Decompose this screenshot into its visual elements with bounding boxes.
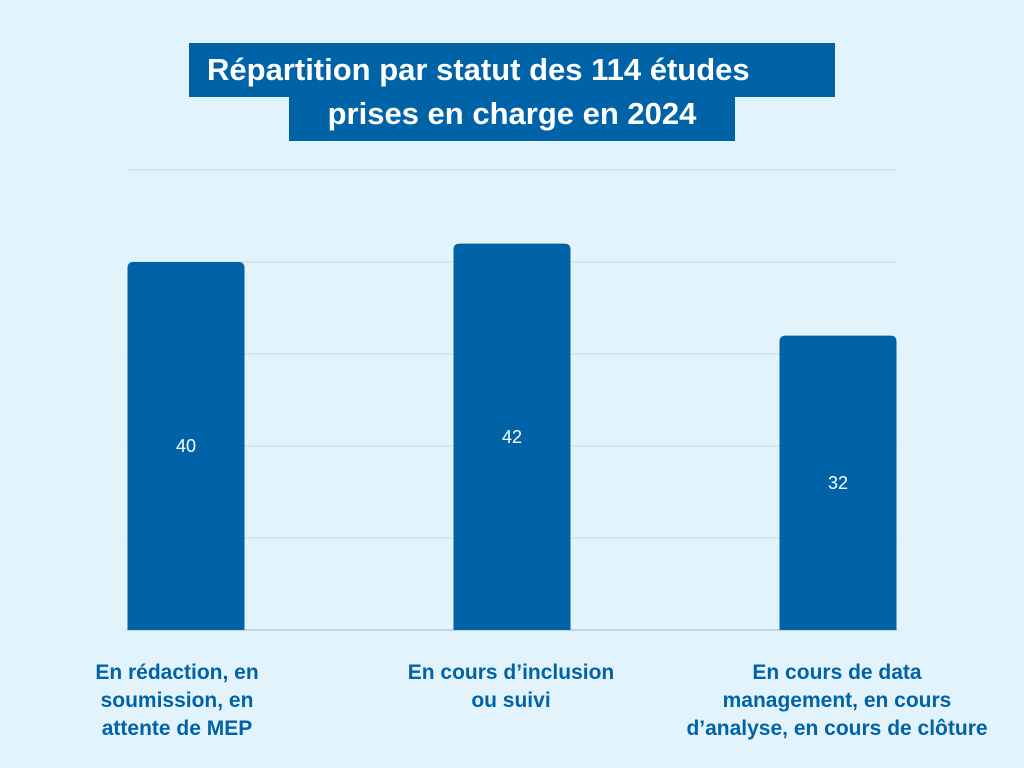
bar [453,243,571,630]
category-label-line: soumission, en [100,689,254,712]
category-label: En rédaction, en soumission, en attente de… [12,659,342,743]
category-label-line: En rédaction, en [95,661,259,684]
category-label-line: En cours d’inclusion [407,661,615,684]
category-label: En cours d’inclusion ou suivi [346,659,676,715]
bar-value-label: 32 [828,473,848,493]
bar-value-label: 40 [176,436,196,456]
bar [127,262,245,630]
category-label-line: d’analyse, en cours de clôture [686,717,988,740]
category-label-line: attente de MEP [101,717,253,740]
category-label-line: En cours de data [752,661,922,684]
category-label: En cours de data management, en cours d’an… [650,659,1024,743]
bars [127,243,897,630]
category-label-line: ou suivi [471,689,551,712]
bar-value-label: 42 [502,427,522,447]
chart-title-line-2: prises en charge en 2024 [289,87,735,141]
bar [779,335,897,630]
category-label-line: management, en cours [722,689,952,712]
bar-value-labels: 40 42 32 [176,427,848,493]
